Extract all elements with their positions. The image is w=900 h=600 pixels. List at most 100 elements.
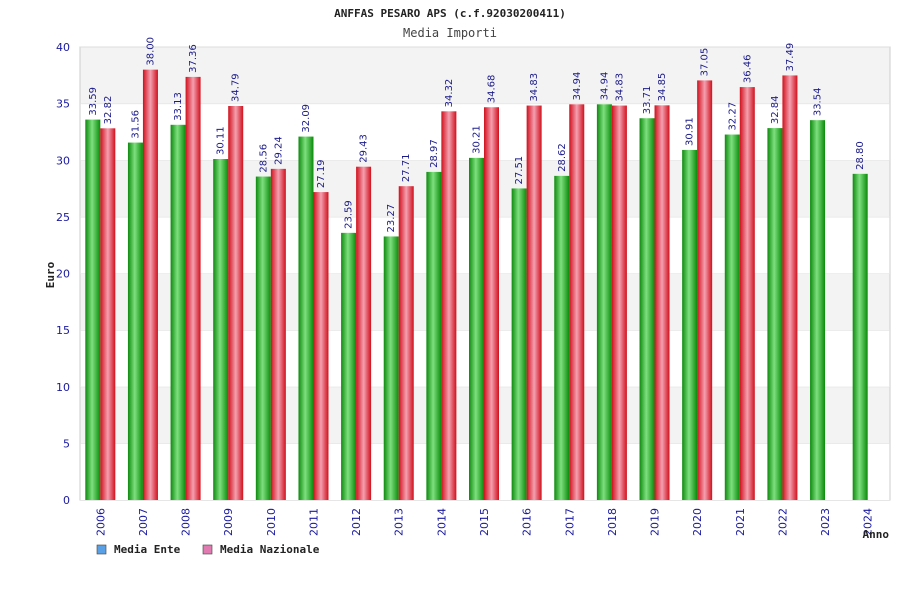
y-tick-label: 10	[56, 381, 70, 394]
bar-media-ente	[639, 118, 655, 500]
x-tick-label: 2020	[691, 508, 704, 536]
data-label-ente: 30.21	[472, 125, 483, 154]
bar-media-ente	[426, 171, 442, 501]
y-tick-label: 40	[56, 41, 70, 54]
x-tick-label: 2016	[521, 508, 534, 536]
bar-media-ente	[213, 159, 229, 500]
bar-media-ente	[255, 176, 271, 501]
y-axis-ticks: 0 5 10 15 20 25 30 35 40	[56, 41, 70, 507]
data-label-ente: 28.62	[557, 143, 568, 172]
y-tick-label: 35	[56, 98, 70, 111]
grid-band	[80, 47, 890, 104]
x-tick-label: 2010	[265, 508, 278, 536]
bar-media-ente	[682, 149, 698, 500]
bar-media-nazionale	[441, 111, 457, 501]
bar-media-ente	[554, 175, 570, 501]
x-axis-label: Anno	[863, 528, 890, 541]
bar-media-ente	[170, 124, 186, 501]
bar-media-nazionale	[569, 104, 585, 500]
x-tick-label: 2018	[606, 508, 619, 536]
x-tick-label: 2012	[350, 508, 363, 536]
bar-media-nazionale	[313, 192, 329, 501]
x-axis-ticks: 2006 2007 2008 2009 2010 2011 2012 2013 2014 2015…	[94, 508, 874, 536]
data-label-ente: 28.56	[258, 144, 269, 173]
data-label-nazionale: 34.68	[487, 75, 498, 104]
bar-media-ente	[852, 173, 868, 500]
bar-media-nazionale	[526, 105, 542, 501]
x-tick-label: 2014	[435, 508, 448, 536]
data-label-ente: 32.09	[301, 104, 312, 133]
bar-media-ente	[810, 120, 826, 501]
data-label-nazionale: 34.83	[529, 73, 540, 102]
data-label-nazionale: 38.00	[145, 37, 156, 66]
x-tick-label: 2023	[819, 508, 832, 536]
data-label-nazionale: 29.43	[359, 134, 370, 163]
x-tick-label: 2006	[94, 508, 107, 536]
data-label-nazionale: 34.94	[572, 72, 583, 101]
y-tick-label: 5	[63, 437, 70, 450]
bar-media-nazionale	[270, 168, 286, 500]
legend: Media Ente Media Nazionale	[96, 543, 320, 556]
y-tick-label: 0	[63, 494, 70, 507]
bar-media-ente	[85, 119, 101, 500]
x-tick-label: 2008	[180, 508, 193, 536]
bar-media-ente	[511, 188, 527, 500]
data-label-nazionale: 37.05	[700, 48, 711, 77]
bar-media-nazionale	[611, 105, 627, 501]
x-tick-label: 2011	[307, 508, 320, 536]
y-tick-label: 25	[56, 211, 70, 224]
data-label-nazionale: 27.71	[401, 154, 412, 183]
bar-media-ente	[341, 232, 357, 500]
bar-media-nazionale	[356, 166, 372, 500]
data-label-ente: 28.80	[855, 141, 866, 170]
data-label-ente: 23.59	[344, 200, 355, 229]
data-label-nazionale: 27.19	[316, 159, 327, 188]
x-tick-label: 2013	[393, 508, 406, 536]
bar-media-ente	[383, 236, 399, 500]
data-label-nazionale: 29.24	[273, 136, 284, 165]
legend-label-nazionale: Media Nazionale	[220, 543, 320, 556]
data-labels-group: 33.59 32.82 31.56 38.00 33.13 37.36 30.11 34.79…	[88, 37, 866, 232]
x-tick-label: 2007	[137, 508, 150, 536]
bar-media-nazionale	[739, 87, 755, 500]
bar-media-nazionale	[697, 80, 713, 500]
bar-media-nazionale	[782, 75, 798, 500]
x-tick-label: 2024	[862, 508, 875, 536]
y-axis-label: Euro	[44, 261, 57, 288]
data-label-ente: 31.56	[130, 110, 141, 139]
bar-media-nazionale	[654, 105, 670, 500]
bar-media-nazionale	[100, 128, 116, 500]
y-tick-label: 20	[56, 268, 70, 281]
data-label-nazionale: 34.85	[657, 73, 668, 102]
data-label-nazionale: 32.82	[103, 96, 114, 125]
data-label-ente: 32.84	[770, 95, 781, 124]
data-label-ente: 33.54	[813, 88, 824, 117]
bars-group	[85, 69, 868, 501]
x-tick-label: 2019	[649, 508, 662, 536]
data-label-ente: 30.91	[685, 117, 696, 146]
data-label-nazionale: 34.83	[614, 73, 625, 102]
legend-swatch-nazionale	[202, 544, 213, 555]
data-label-ente: 34.94	[599, 72, 610, 101]
bar-media-ente	[127, 142, 143, 500]
bar-media-nazionale	[398, 186, 414, 500]
data-label-ente: 28.97	[429, 139, 440, 168]
x-tick-label: 2015	[478, 508, 491, 536]
data-label-ente: 32.27	[727, 102, 738, 131]
data-label-ente: 30.11	[216, 126, 227, 155]
legend-label-ente: Media Ente	[114, 543, 181, 556]
x-tick-label: 2009	[222, 508, 235, 536]
chart-title: ANFFAS PESARO APS (c.f.92030200411)	[334, 7, 566, 20]
data-label-nazionale: 36.46	[742, 54, 753, 83]
x-tick-label: 2022	[776, 508, 789, 536]
data-label-nazionale: 34.79	[231, 73, 242, 102]
data-label-ente: 27.51	[514, 156, 525, 185]
data-label-ente: 33.71	[642, 86, 653, 115]
data-label-ente: 33.59	[88, 87, 99, 116]
bar-media-nazionale	[185, 76, 201, 500]
data-label-nazionale: 37.36	[188, 44, 199, 73]
data-label-nazionale: 37.49	[785, 43, 796, 72]
data-label-ente: 33.13	[173, 92, 184, 121]
data-label-ente: 23.27	[386, 204, 397, 233]
